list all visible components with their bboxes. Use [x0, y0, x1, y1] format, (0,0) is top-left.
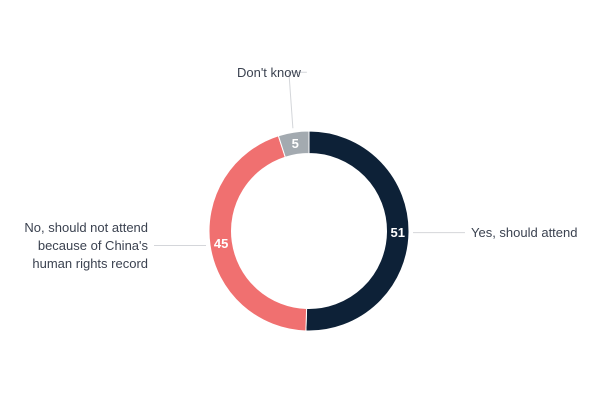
slices-layer [208, 130, 410, 332]
slice-no-should-not-attend-because-of-china-s-human-rights-record [208, 135, 308, 332]
category-label-yes-should-attend-line-1: Yes, should attend [471, 225, 578, 240]
category-label-don-t-know-line-1: Don't know [237, 65, 302, 80]
value-labels-layer: 51 45 5 [214, 136, 405, 251]
value-label-no-should-not-attend-because-of-china-s-human-rights-record: 45 [214, 236, 228, 251]
category-label-no-should-not-attend-because-of-china-s-human-rights-record-line-1: No, should not attend [24, 220, 148, 235]
leader-line-don-t-know [288, 71, 307, 129]
leader-lines-layer [154, 71, 465, 247]
category-labels-layer: Yes, should attend No, should not attend b… [24, 65, 577, 271]
value-label-don-t-know: 5 [292, 136, 299, 151]
category-label-no-should-not-attend-because-of-china-s-human-rights-record-line-2: because of China's [38, 238, 149, 253]
category-label-no-should-not-attend-because-of-china-s-human-rights-record-line-3: human rights record [32, 256, 148, 271]
value-label-yes-should-attend: 51 [391, 225, 405, 240]
slice-yes-should-attend [305, 130, 410, 332]
slice-don-t-know [277, 130, 310, 158]
